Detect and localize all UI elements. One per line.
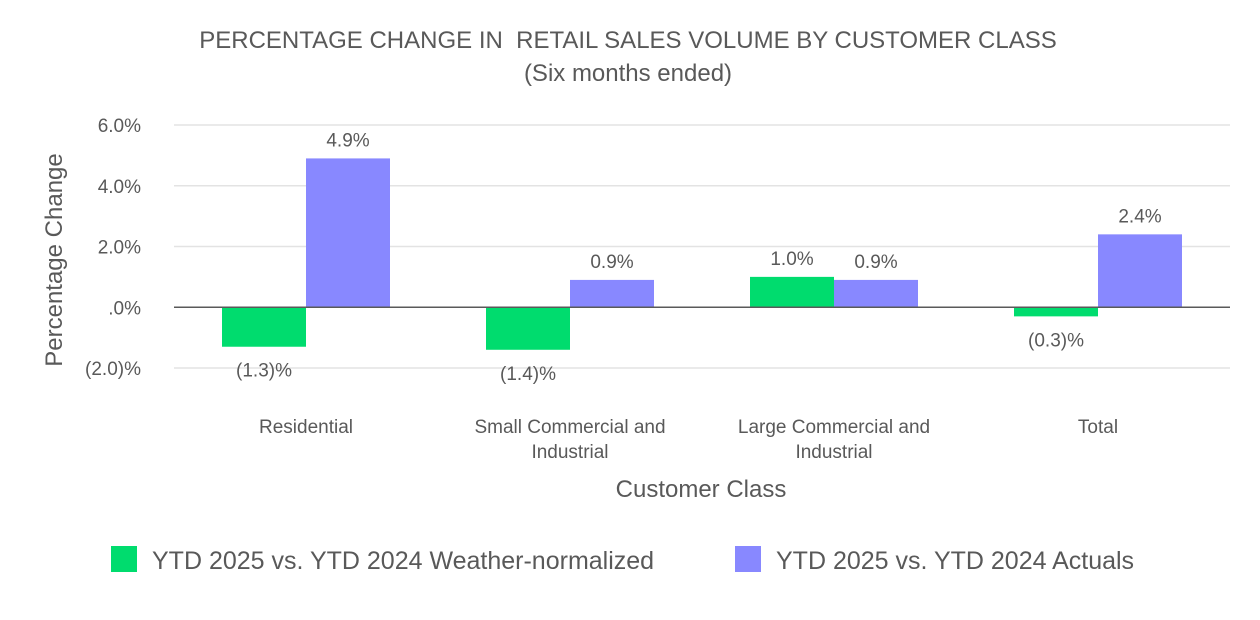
- category-label: Residential: [259, 417, 353, 438]
- bar-weather-normalized: [222, 307, 306, 347]
- bar-actuals: [570, 279, 654, 308]
- y-axis-label: Percentage Change: [41, 153, 68, 367]
- y-tick-label: (2.0)%: [85, 359, 141, 380]
- data-label: (1.3)%: [236, 361, 292, 382]
- data-labels: (1.3)% 4.9% (1.4)% 0.9% 1.0% 0.9% (0.3)% 2.4%: [236, 130, 1162, 384]
- data-label: 0.9%: [590, 252, 633, 273]
- data-label: 0.9%: [854, 252, 897, 273]
- y-tick-label: 2.0%: [98, 238, 141, 259]
- bar-actuals: [834, 279, 918, 308]
- bar-weather-normalized: [1014, 307, 1098, 317]
- y-tick-label: .0%: [108, 298, 141, 319]
- category-label-line: Industrial: [795, 442, 872, 463]
- y-tick-label: 4.0%: [98, 177, 141, 198]
- chart-title: PERCENTAGE CHANGE IN RETAIL SALES VOLUME…: [199, 27, 1057, 54]
- y-axis-ticks: 6.0% 4.0% 2.0% .0% (2.0)%: [85, 116, 141, 380]
- data-label: (1.4)%: [500, 364, 556, 385]
- bar-weather-normalized: [750, 276, 834, 308]
- bars: [222, 158, 1182, 350]
- category-label-line: Total: [1078, 417, 1118, 438]
- category-label-line: Small Commercial and: [474, 417, 665, 438]
- legend-label: YTD 2025 vs. YTD 2024 Actuals: [776, 547, 1134, 575]
- bar-actuals: [1098, 234, 1182, 308]
- legend: YTD 2025 vs. YTD 2024 Weather-normalized…: [111, 546, 1134, 575]
- data-label: (0.3)%: [1028, 330, 1084, 351]
- bar-weather-normalized: [486, 307, 570, 350]
- category-label-line: Large Commercial and: [738, 417, 930, 438]
- legend-swatch: [735, 546, 761, 572]
- category-label-line: Residential: [259, 417, 353, 438]
- legend-swatch: [111, 546, 137, 572]
- x-axis-label: Customer Class: [616, 476, 787, 503]
- data-label: 4.9%: [326, 130, 369, 151]
- chart-subtitle: (Six months ended): [524, 60, 732, 87]
- bar-actuals: [306, 158, 390, 308]
- category-label-line: Industrial: [531, 442, 608, 463]
- legend-label: YTD 2025 vs. YTD 2024 Weather-normalized: [152, 547, 654, 575]
- category-labels: Residential Small Commercial and Industria…: [259, 417, 1118, 463]
- category-label: Small Commercial and Industrial: [474, 417, 665, 463]
- data-label: 1.0%: [770, 249, 813, 270]
- y-tick-label: 6.0%: [98, 116, 141, 137]
- category-label: Total: [1078, 417, 1118, 438]
- data-label: 2.4%: [1118, 206, 1161, 227]
- category-label: Large Commercial and Industrial: [738, 417, 930, 463]
